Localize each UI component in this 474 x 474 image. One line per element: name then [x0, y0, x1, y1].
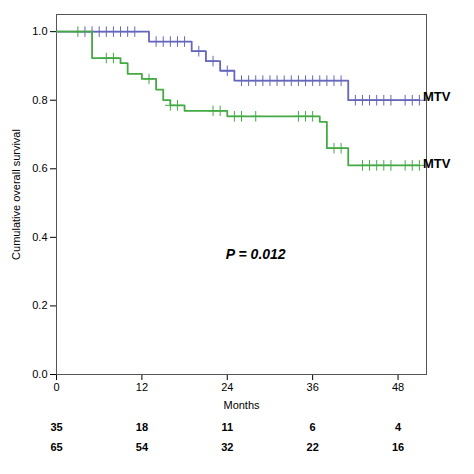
- svg-text:35: 35: [50, 421, 62, 433]
- svg-text:0.0: 0.0: [32, 368, 47, 380]
- svg-text:0.4: 0.4: [32, 231, 47, 243]
- svg-text:24: 24: [221, 381, 233, 393]
- svg-text:0: 0: [53, 381, 59, 393]
- svg-text:MTV: MTV: [423, 89, 451, 104]
- svg-text:1.0: 1.0: [32, 25, 47, 37]
- svg-text:32: 32: [221, 441, 233, 453]
- svg-text:0.8: 0.8: [32, 94, 47, 106]
- svg-text:MTV: MTV: [423, 156, 451, 171]
- svg-text:0.2: 0.2: [32, 299, 47, 311]
- svg-text:36: 36: [307, 381, 319, 393]
- svg-text:54: 54: [136, 441, 149, 453]
- svg-text:22: 22: [307, 441, 319, 453]
- svg-text:Months: Months: [223, 399, 260, 411]
- svg-text:18: 18: [136, 421, 148, 433]
- svg-text:48: 48: [392, 381, 404, 393]
- svg-text:65: 65: [50, 441, 62, 453]
- svg-text:0.6: 0.6: [32, 162, 47, 174]
- svg-text:Cumulative overall survival: Cumulative overall survival: [10, 129, 22, 260]
- svg-text:11: 11: [221, 421, 233, 433]
- svg-text:6: 6: [310, 421, 316, 433]
- svg-text:16: 16: [392, 441, 404, 453]
- svg-text:4: 4: [395, 421, 402, 433]
- svg-text:P = 0.012: P = 0.012: [226, 246, 286, 262]
- svg-text:12: 12: [136, 381, 148, 393]
